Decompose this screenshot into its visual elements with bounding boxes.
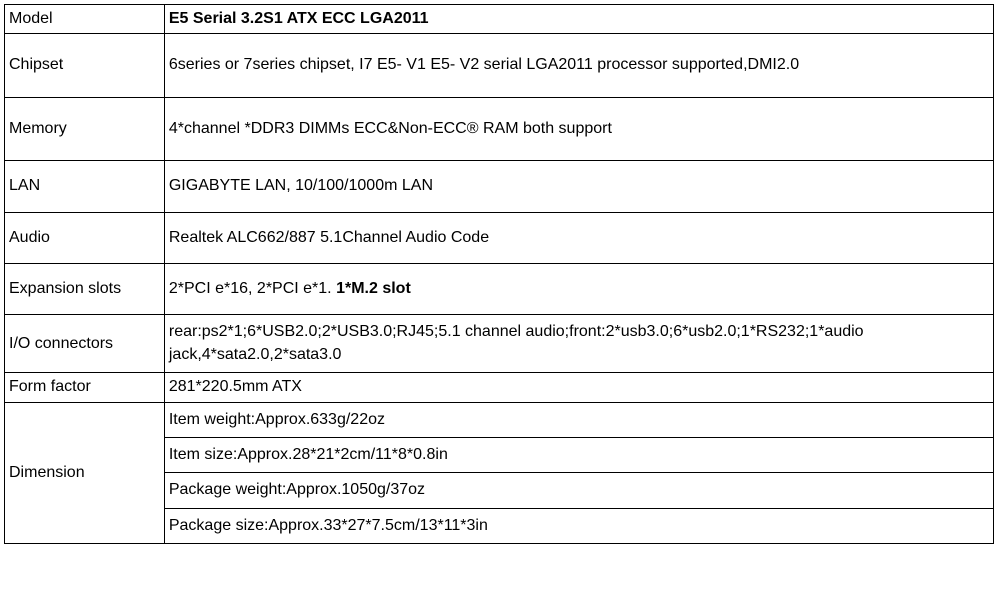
spec-table: Model E5 Serial 3.2S1 ATX ECC LGA2011 Ch… [4,4,994,544]
dimension-line2: Item size:Approx.28*21*2cm/11*8*0.8in [164,437,993,472]
table-row-expansion: Expansion slots 2*PCI e*16, 2*PCI e*1. 1… [5,263,994,314]
table-row-form: Form factor 281*220.5mm ATX [5,373,994,402]
form-label: Form factor [5,373,165,402]
table-row-audio: Audio Realtek ALC662/887 5.1Channel Audi… [5,212,994,263]
lan-value: GIGABYTE LAN, 10/100/1000m LAN [164,161,993,212]
chipset-label: Chipset [5,34,165,97]
io-value: rear:ps2*1;6*USB2.0;2*USB3.0;RJ45;5.1 ch… [164,315,993,373]
dimension-line3: Package weight:Approx.1050g/37oz [164,473,993,508]
expansion-bold: 1*M.2 slot [336,280,411,297]
memory-value: 4*channel *DDR3 DIMMs ECC&Non-ECC® RAM b… [164,97,993,160]
expansion-value: 2*PCI e*16, 2*PCI e*1. 1*M.2 slot [164,263,993,314]
table-row-chipset: Chipset 6series or 7series chipset, I7 E… [5,34,994,97]
audio-value: Realtek ALC662/887 5.1Channel Audio Code [164,212,993,263]
expansion-prefix: 2*PCI e*16, 2*PCI e*1. [169,280,336,297]
form-value: 281*220.5mm ATX [164,373,993,402]
dimension-label: Dimension [5,402,165,544]
memory-label: Memory [5,97,165,160]
table-row-memory: Memory 4*channel *DDR3 DIMMs ECC&Non-ECC… [5,97,994,160]
dimension-line1: Item weight:Approx.633g/22oz [164,402,993,437]
expansion-label: Expansion slots [5,263,165,314]
table-row-io: I/O connectors rear:ps2*1;6*USB2.0;2*USB… [5,315,994,373]
dimension-line4: Package size:Approx.33*27*7.5cm/13*11*3i… [164,508,993,543]
model-value: E5 Serial 3.2S1 ATX ECC LGA2011 [164,5,993,34]
chipset-value: 6series or 7series chipset, I7 E5- V1 E5… [164,34,993,97]
table-row-dimension-1: Dimension Item weight:Approx.633g/22oz [5,402,994,437]
io-label: I/O connectors [5,315,165,373]
lan-label: LAN [5,161,165,212]
audio-label: Audio [5,212,165,263]
table-row-lan: LAN GIGABYTE LAN, 10/100/1000m LAN [5,161,994,212]
table-row-model: Model E5 Serial 3.2S1 ATX ECC LGA2011 [5,5,994,34]
model-label: Model [5,5,165,34]
